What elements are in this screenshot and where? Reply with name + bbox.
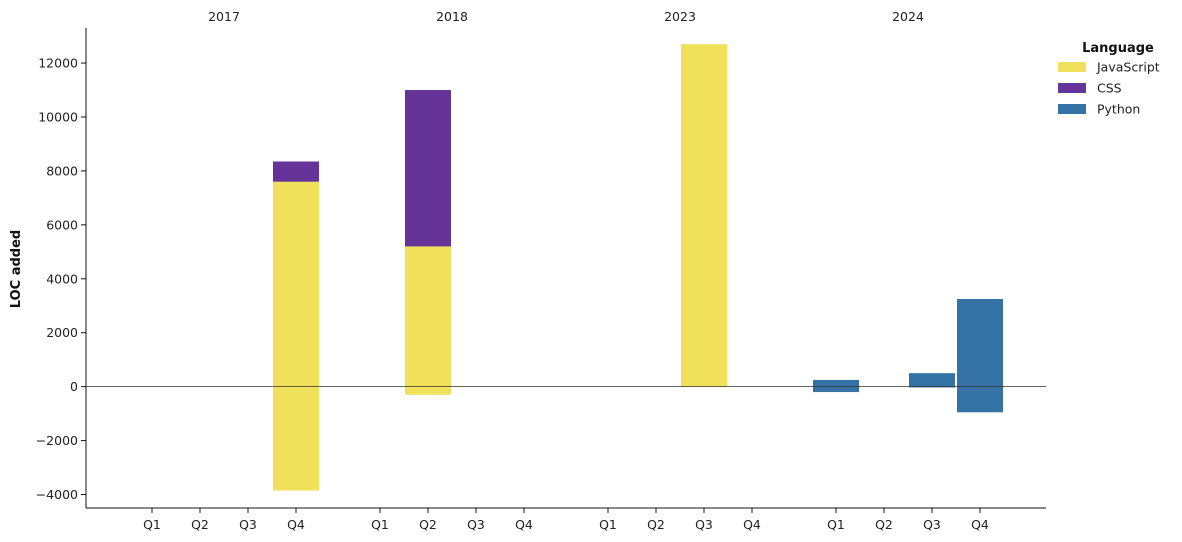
bar-python (909, 373, 955, 387)
x-tick-label: Q3 (239, 517, 257, 532)
bar-python (957, 299, 1003, 387)
legend-label-css: CSS (1097, 81, 1122, 96)
bar-python-negative (909, 386, 955, 388)
y-tick-label: 0 (70, 379, 78, 394)
x-tick-label: Q1 (371, 517, 389, 532)
bar-javascript (681, 44, 727, 387)
x-tick-label: Q2 (647, 517, 665, 532)
legend-swatch-css (1058, 83, 1086, 93)
year-label: 2017 (208, 9, 240, 24)
x-tick-label: Q2 (419, 517, 437, 532)
bar-css (405, 90, 451, 247)
y-tick-label: −4000 (36, 487, 78, 502)
legend-label-javascript: JavaScript (1096, 60, 1160, 75)
axes-layer: −4000 −2000 0 2000 4000 6000 8000 10000 12000 Q1 Q… (36, 28, 1046, 532)
x-tick-label: Q4 (515, 517, 533, 532)
x-tick-label: Q3 (923, 517, 941, 532)
legend-swatch-javascript (1058, 62, 1086, 72)
x-tick-label: Q3 (695, 517, 713, 532)
x-tick-label: Q3 (467, 517, 485, 532)
x-tick-label: Q1 (599, 517, 617, 532)
legend-label-python: Python (1097, 102, 1140, 117)
legend-title: Language (1082, 41, 1154, 56)
bar-css (273, 161, 319, 182)
legend: Language JavaScript CSS Python (1058, 41, 1160, 117)
x-tick-label: Q4 (287, 517, 305, 532)
year-labels: 2017 2018 2023 2024 (208, 9, 924, 24)
x-tick-label: Q2 (875, 517, 893, 532)
y-tick-label: 2000 (46, 325, 78, 340)
y-axis-label: LOC added (9, 230, 24, 308)
x-tick-label: Q1 (143, 517, 161, 532)
y-tick-label: −2000 (36, 433, 78, 448)
bar-javascript (273, 181, 319, 387)
bar-javascript-negative (405, 386, 451, 395)
x-tick-label: Q2 (191, 517, 209, 532)
bar-python (813, 379, 859, 387)
x-tick-label: Q4 (971, 517, 989, 532)
y-tick-label: 12000 (38, 56, 78, 71)
x-tick-label: Q4 (743, 517, 761, 532)
bars-layer (273, 44, 1003, 491)
legend-swatch-python (1058, 104, 1086, 114)
y-tick-label: 8000 (46, 163, 78, 178)
y-tick-label: 4000 (46, 271, 78, 286)
bar-javascript (405, 246, 451, 387)
year-label: 2023 (664, 9, 696, 24)
year-label: 2024 (892, 9, 924, 24)
bar-python-negative (957, 386, 1003, 413)
bar-javascript-negative (273, 386, 319, 491)
bar-python-negative (813, 386, 859, 393)
x-tick-label: Q1 (827, 517, 845, 532)
y-tick-label: 6000 (46, 217, 78, 232)
y-tick-label: 10000 (38, 109, 78, 124)
year-label: 2018 (436, 9, 468, 24)
